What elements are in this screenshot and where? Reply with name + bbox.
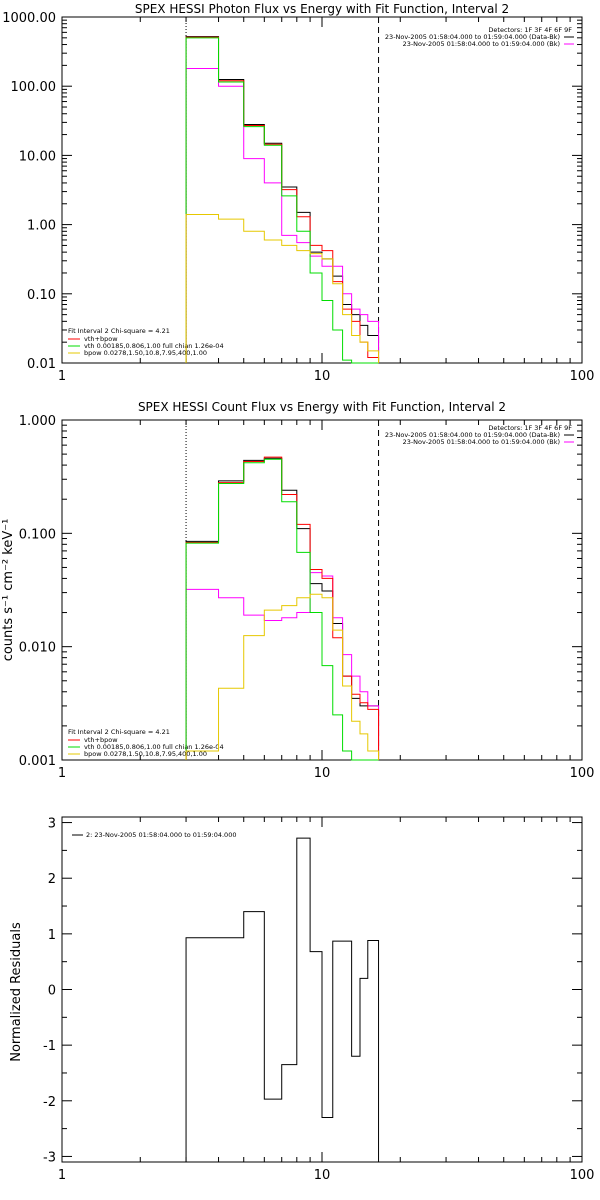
photon-x-tick-label: 10 (314, 369, 331, 384)
photon-legend-bk-text: 23-Nov-2005 01:58:04.000 to 01:59:04.000… (403, 40, 560, 48)
residuals-series-residuals (185, 837, 380, 1162)
photon-legend-bpow-text: bpow 0.0278,1.50,10.8,7.95,400,1.00 (84, 349, 207, 357)
photon-legend-bottom: Fit Interval 2 Chi-square = 4.21 vth+bpo… (68, 327, 224, 357)
residuals-legend-text: 2: 23-Nov-2005 01:58:04.000 to 01:59:04.… (86, 831, 236, 839)
count-y-tick-label: 1.000 (19, 414, 56, 429)
photon-flux-panel: SPEX HESSI Photon Flux vs Energy with Fi… (2, 2, 594, 384)
count-legend-bottom: Fit Interval 2 Chi-square = 4.21 vth+bpo… (68, 728, 224, 758)
photon-legend-top: 23-Nov-2005 01:58:04.000 to 01:59:04.000… (385, 33, 574, 48)
photon-x-tick-label: 1 (58, 369, 66, 384)
photon-y-tick-label: 1.00 (27, 219, 56, 234)
count-series-background (185, 572, 380, 760)
photon-y-tick-label: 1000.00 (2, 11, 56, 26)
count-series-data (185, 457, 380, 760)
residuals-y-tick-label: -1 (43, 1039, 56, 1054)
count-series-total-fit (185, 456, 380, 760)
count-legend-bk-text: 23-Nov-2005 01:58:04.000 to 01:59:04.000… (403, 438, 560, 446)
photon-series-bpow (185, 213, 380, 363)
photon-series-vth (185, 37, 379, 364)
photon-y-tick-label: 10.00 (19, 149, 56, 164)
photon-legend-data-text: 23-Nov-2005 01:58:04.000 to 01:59:04.000… (385, 33, 560, 41)
photon-legend-vth-text: vth 0.00185,0.806,1.00 full chian 1.26e-… (84, 342, 224, 350)
residuals-y-tick-label: -3 (43, 1150, 56, 1165)
count-fit-text: Fit Interval 2 Chi-square = 4.21 (68, 728, 170, 736)
count-y-tick-label: 0.010 (19, 641, 56, 656)
count-legend-total-text: vth+bpow (84, 736, 118, 744)
residuals-y-tick-label: 0 (48, 984, 56, 999)
residuals-panel: 2: 23-Nov-2005 01:58:04.000 to 01:59:04.… (9, 816, 595, 1183)
photon-fit-text: Fit Interval 2 Chi-square = 4.21 (68, 327, 170, 335)
photon-y-tick-label: 100.00 (11, 80, 57, 95)
photon-plot-frame (61, 16, 583, 364)
residuals-y-tick-label: 1 (48, 928, 56, 943)
residuals-y-axis-label: Normalized Residuals (9, 922, 24, 1062)
photon-y-tick-label: 0.01 (27, 357, 56, 372)
residuals-x-tick-label: 100 (570, 1168, 595, 1183)
count-legend-bpow-text: bpow 0.0278,1.50,10.8,7.95,400,1.00 (84, 750, 207, 758)
count-x-tick-label: 10 (314, 766, 331, 781)
residuals-x-tick-label: 10 (314, 1168, 331, 1183)
count-legend-data-text: 23-Nov-2005 01:58:04.000 to 01:59:04.000… (385, 431, 560, 439)
count-legend-vth-text: vth 0.00185,0.806,1.00 full chian 1.26e-… (84, 743, 224, 751)
photon-flux-title: SPEX HESSI Photon Flux vs Energy with Fi… (135, 2, 509, 16)
photon-series-background (185, 68, 380, 363)
photon-detector-text: Detectors: 1F 3F 4F 6F 9F (488, 26, 572, 34)
count-legend-top: 23-Nov-2005 01:58:04.000 to 01:59:04.000… (385, 431, 574, 446)
count-flux-title: SPEX HESSI Count Flux vs Energy with Fit… (138, 400, 506, 414)
count-y-tick-label: 0.001 (19, 754, 56, 769)
photon-series-data (185, 36, 380, 363)
residuals-y-tick-label: -2 (43, 1095, 56, 1110)
count-x-tick-label: 100 (570, 766, 595, 781)
count-flux-y-axis-label: counts s⁻¹ cm⁻² keV⁻¹ (1, 519, 16, 662)
residuals-y-tick-label: 2 (48, 872, 56, 887)
count-detector-text: Detectors: 1F 3F 4F 6F 9F (488, 424, 572, 432)
count-series-vth (185, 458, 379, 761)
count-flux-panel: SPEX HESSI Count Flux vs Energy with Fit… (1, 400, 594, 781)
residuals-x-tick-label: 1 (58, 1168, 66, 1183)
count-x-tick-label: 1 (58, 766, 66, 781)
residuals-y-tick-label: 3 (48, 817, 56, 832)
count-y-tick-label: 0.100 (19, 527, 56, 542)
photon-y-tick-label: 0.10 (27, 288, 56, 303)
photon-x-tick-label: 100 (570, 369, 595, 384)
count-series-bpow (185, 593, 380, 760)
photon-legend-total-text: vth+bpow (84, 335, 118, 343)
